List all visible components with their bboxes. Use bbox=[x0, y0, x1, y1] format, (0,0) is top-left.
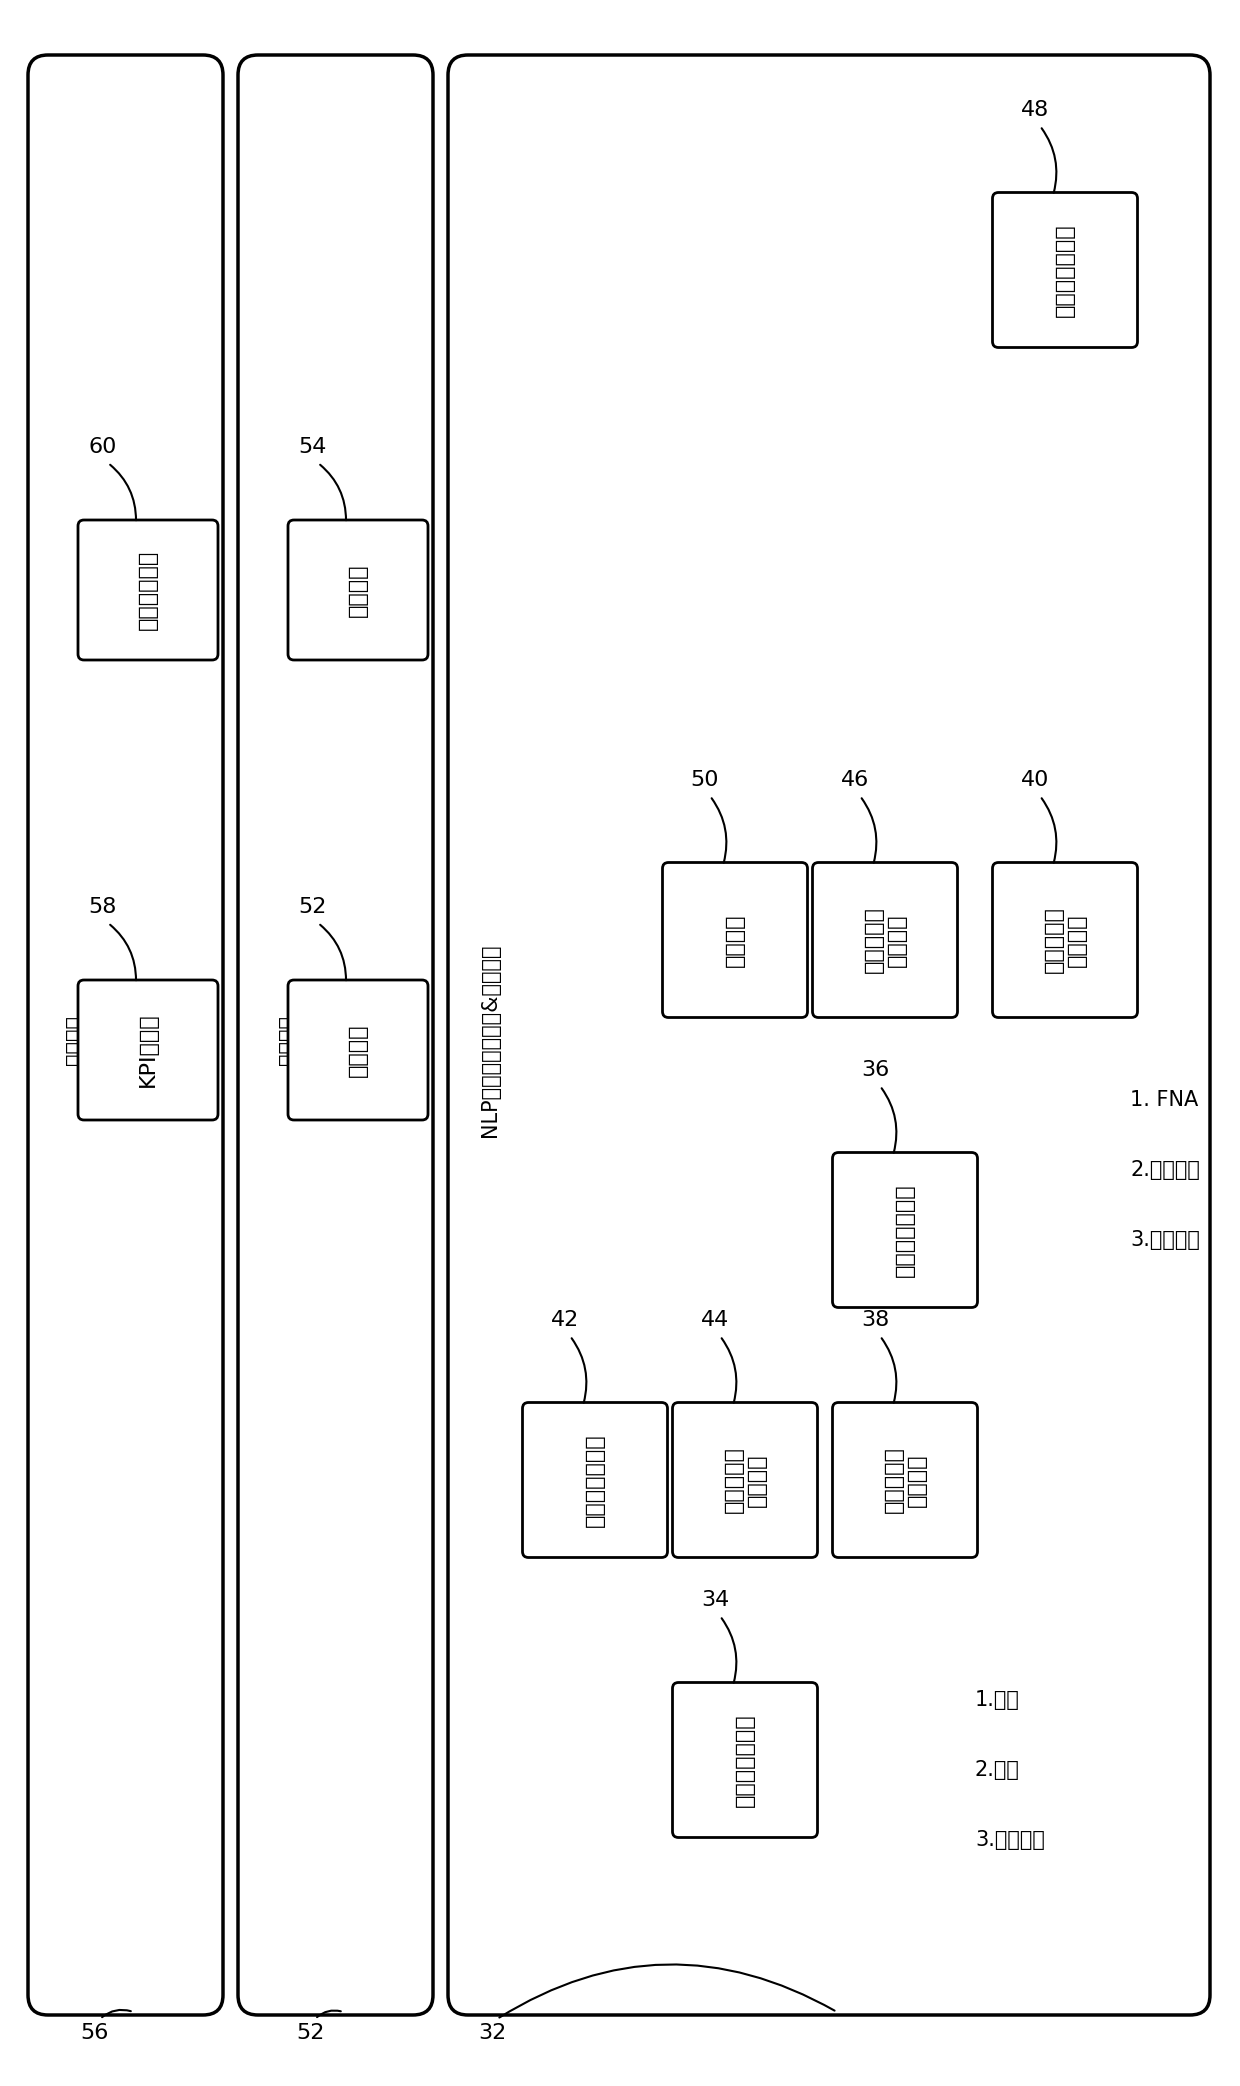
Text: 3.介入流程: 3.介入流程 bbox=[975, 1829, 1045, 1850]
Text: 差异检查: 差异检查 bbox=[348, 563, 368, 617]
Text: 放射学研究归类: 放射学研究归类 bbox=[735, 1713, 755, 1806]
Text: 52: 52 bbox=[299, 897, 327, 918]
Text: 2.核心活检: 2.核心活检 bbox=[1130, 1160, 1200, 1181]
Text: 放射学匹配
准则提取: 放射学匹配 准则提取 bbox=[723, 1446, 766, 1514]
Text: 44: 44 bbox=[701, 1310, 729, 1331]
FancyBboxPatch shape bbox=[992, 862, 1137, 1018]
Text: NLP引擎：文档处理&信息提取: NLP引擎：文档处理&信息提取 bbox=[480, 943, 500, 1137]
Text: KPI计算器: KPI计算器 bbox=[138, 1012, 157, 1087]
Text: 42: 42 bbox=[551, 1310, 579, 1331]
Text: 50: 50 bbox=[691, 770, 719, 791]
FancyBboxPatch shape bbox=[78, 980, 218, 1120]
Text: 关联引擎: 关联引擎 bbox=[348, 1024, 368, 1076]
FancyBboxPatch shape bbox=[832, 1402, 977, 1558]
Text: 1. FNA: 1. FNA bbox=[1130, 1091, 1198, 1110]
Text: 跟踪误诊病例: 跟踪误诊病例 bbox=[138, 551, 157, 630]
FancyBboxPatch shape bbox=[662, 862, 807, 1018]
FancyBboxPatch shape bbox=[448, 54, 1210, 2015]
Text: 否定检测: 否定检测 bbox=[725, 914, 745, 966]
Text: 32: 32 bbox=[477, 2023, 506, 2042]
Text: 36: 36 bbox=[861, 1060, 889, 1081]
FancyBboxPatch shape bbox=[522, 1402, 667, 1558]
Text: 40: 40 bbox=[1021, 770, 1049, 791]
Text: 48: 48 bbox=[1021, 100, 1049, 121]
FancyBboxPatch shape bbox=[672, 1683, 817, 1838]
Text: 52: 52 bbox=[296, 2023, 324, 2042]
Text: 2.诊断: 2.诊断 bbox=[975, 1761, 1019, 1779]
Text: 1.筛选: 1.筛选 bbox=[975, 1690, 1019, 1711]
Text: 56: 56 bbox=[81, 2023, 109, 2042]
Text: 病理学匹配
准则提取: 病理学匹配 准则提取 bbox=[863, 907, 906, 974]
Text: 病理学报告
片断检测: 病理学报告 片断检测 bbox=[1043, 907, 1086, 974]
Text: 后续检测和分类: 后续检测和分类 bbox=[585, 1433, 605, 1527]
FancyBboxPatch shape bbox=[832, 1151, 977, 1308]
FancyBboxPatch shape bbox=[288, 519, 428, 659]
Text: 58: 58 bbox=[89, 897, 118, 918]
Text: 46: 46 bbox=[841, 770, 869, 791]
Text: 60: 60 bbox=[89, 436, 118, 457]
Text: 38: 38 bbox=[861, 1310, 889, 1331]
FancyBboxPatch shape bbox=[238, 54, 433, 2015]
Text: 放射学报告
片断检测: 放射学报告 片断检测 bbox=[883, 1446, 926, 1514]
FancyBboxPatch shape bbox=[288, 980, 428, 1120]
FancyBboxPatch shape bbox=[29, 54, 223, 2015]
Text: 跟踪引擎: 跟踪引擎 bbox=[64, 1016, 86, 1066]
FancyBboxPatch shape bbox=[812, 862, 957, 1018]
FancyBboxPatch shape bbox=[992, 192, 1137, 348]
Text: 34: 34 bbox=[701, 1590, 729, 1610]
FancyBboxPatch shape bbox=[672, 1402, 817, 1558]
Text: 54: 54 bbox=[299, 436, 327, 457]
Text: 病理学研究归类: 病理学研究归类 bbox=[895, 1183, 915, 1277]
Text: 病理学诊断提取: 病理学诊断提取 bbox=[1055, 223, 1075, 317]
Text: 3.外科手术: 3.外科手术 bbox=[1130, 1231, 1200, 1250]
FancyBboxPatch shape bbox=[78, 519, 218, 659]
Text: 关联引擎: 关联引擎 bbox=[278, 1016, 298, 1066]
